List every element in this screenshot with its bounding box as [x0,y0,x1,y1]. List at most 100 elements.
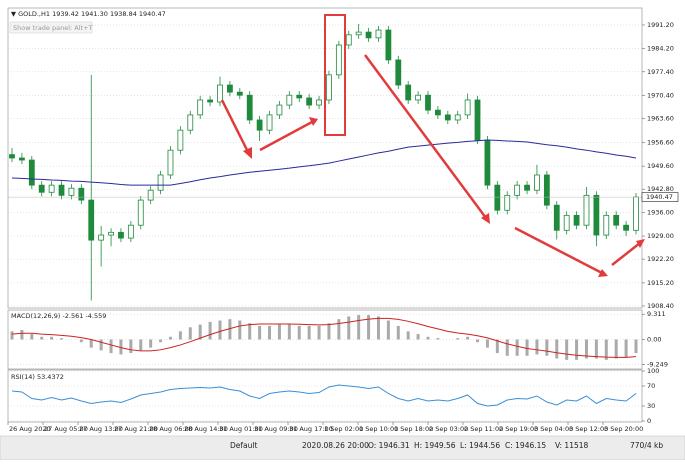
macd-bar [248,323,252,340]
candle-body [633,196,639,231]
status-traffic: 770/4 kb [630,441,663,450]
candle-body [355,31,362,36]
arrowheads [243,117,645,277]
rsi-label: RSI(14) 53.4372 [11,373,64,381]
macd-bar [525,339,529,356]
macd-bar [634,339,638,354]
y-tick-label: -9.249 [647,361,668,369]
x-tick-label: 28 Aug 14:00 [184,425,228,433]
candle-body [494,184,501,211]
candle-body [504,194,511,211]
macd-bar [198,324,202,340]
status-bar: Default 2020.08.26 20:00 O: 1946.31 H: 1… [0,435,685,461]
y-tick-label: 1991.20 [647,21,674,29]
candle-body [375,29,382,39]
macd-bar [238,320,242,340]
macd-bar [30,334,34,340]
y-tick-label: 1915.20 [647,279,674,287]
x-tick-label: 3 Sep 20:00 [604,425,643,433]
x-tick-label: 2 Sep 11:00 [464,425,503,433]
y-tick-label: 1949.60 [647,162,674,170]
candle-body [256,119,263,131]
candle-body [177,129,184,151]
candle-body [425,94,431,111]
trade-panel-button[interactable] [9,21,93,34]
candle-body [78,187,85,201]
macd-bar [297,325,301,340]
x-tick-label: 26 Aug 2020 [9,425,51,433]
x-tick-label: 2 Sep 19:00 [499,425,538,433]
macd-bar [258,325,262,340]
candle-body [9,154,15,159]
candle-body [345,34,352,46]
candle-body [227,84,233,93]
macd-bar [287,324,291,340]
x-tick-label: 31 Aug 17:00 [289,425,333,433]
candle-body [157,174,164,191]
macd-bar [624,339,628,358]
y-tick-label: 1936.00 [647,208,674,216]
trade-panel-hint[interactable]: Show trade panel: Alt+T [13,24,93,32]
x-tick-label: 31 Aug 09:00 [254,425,298,433]
macd-bar [575,339,579,360]
macd-bar [555,339,559,359]
candle-body [286,94,293,106]
macd-bar [208,321,212,340]
y-tick-label: 1970.40 [647,92,674,100]
macd-bar [594,339,598,359]
status-open: O: 1946.31 [368,441,410,450]
macd-bar [40,336,44,340]
x-tick-label: 1 Sep 10:00 [359,425,398,433]
status-close: C: 1946.15 [505,441,546,450]
arrowhead [636,239,645,248]
candle-body [583,194,590,226]
x-tick-label: 28 Aug 06:00 [149,425,193,433]
arrow [363,54,488,219]
candle-body [246,94,253,121]
status-low: L: 1944.56 [460,441,500,450]
arrowhead [309,117,318,126]
current-price: 1940.47 [646,193,673,201]
candle-body [236,91,243,96]
candle-body [137,199,144,226]
y-tick-label: 1984.20 [647,45,674,53]
arrow [514,226,603,275]
macd-bar [436,338,440,340]
macd-bar [376,316,380,340]
candle-body [405,84,412,101]
candle-body [603,214,610,236]
rsi-line [11,384,637,407]
candle-body [276,104,283,116]
y-tick-label: 1977.40 [647,68,674,76]
macd-bar [396,325,400,340]
candle-body [207,99,213,103]
macd-bar [476,339,480,343]
candle-body [316,99,322,106]
candle-body [484,139,491,186]
main-frame [7,7,643,309]
macd-bar [10,331,14,340]
y-tick-label: 0 [647,417,651,425]
macd-bar [565,339,569,360]
macd-bar [495,339,499,354]
candle-body [296,94,303,99]
candle-body [58,184,65,196]
x-tick-label: 3 Sep 12:00 [569,425,608,433]
y-tick-label: 1929.00 [647,232,674,240]
status-profile[interactable]: Default [230,441,257,450]
macd-bar [515,339,519,356]
candle-body [98,234,105,241]
macd-bar [168,336,172,340]
macd-bar [119,339,123,355]
macd-bar [307,325,311,340]
macd-bar [584,339,588,359]
macd-bar [109,339,113,354]
macd-bar [456,338,460,340]
macd-bar [218,320,222,340]
y-tick-label: 30 [647,402,655,410]
macd-bar [188,327,192,340]
candle-body [88,199,95,241]
candle-body [326,74,332,101]
candle-body [563,214,570,231]
